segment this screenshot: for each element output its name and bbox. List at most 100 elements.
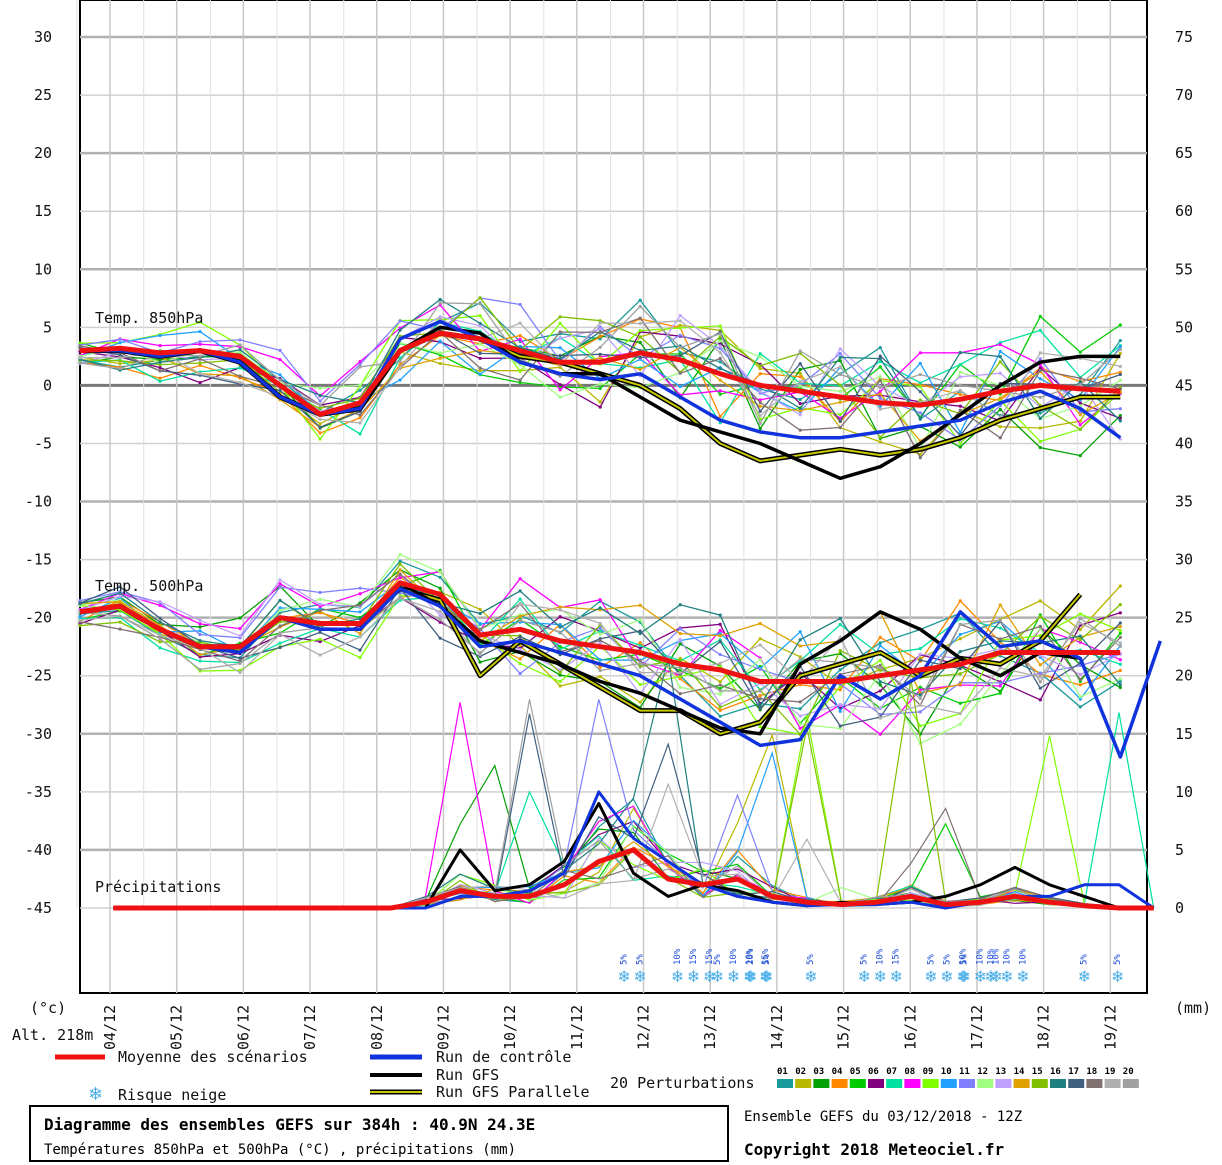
member-500-point <box>398 572 402 576</box>
member-500-point <box>78 624 82 628</box>
member-850-point <box>198 339 202 344</box>
member-850-point <box>1038 314 1042 318</box>
mean-precip <box>113 847 1154 911</box>
member-850-point <box>598 405 602 409</box>
member-500-point <box>518 577 522 581</box>
member-500-point <box>1078 628 1082 632</box>
member-850-point <box>1078 427 1082 431</box>
perturbation-swatch <box>940 1079 957 1088</box>
member-500-point <box>758 621 762 626</box>
member-850-point <box>78 344 82 348</box>
member-850-point <box>918 398 922 402</box>
member-500-point <box>438 575 442 579</box>
member-500-point <box>518 618 522 623</box>
member-850-point <box>198 363 202 367</box>
member-500-point <box>1038 624 1042 628</box>
member-500-point <box>1038 675 1042 679</box>
member-850-point <box>998 396 1002 400</box>
y-left-tick: -45 <box>25 899 52 917</box>
member-850-point <box>958 441 962 445</box>
member-850-point <box>838 359 842 363</box>
member-850-point <box>1038 416 1042 421</box>
member-850-point <box>198 330 202 334</box>
member-500-point <box>358 632 362 636</box>
member-500-point <box>878 668 882 672</box>
member-850-point <box>438 339 442 343</box>
member-500-point <box>838 684 842 689</box>
member-850-point <box>878 407 882 411</box>
perturbation-id: 12 <box>977 1067 988 1077</box>
member-500-point <box>638 618 642 622</box>
member-500-point <box>718 705 722 709</box>
member-500-point <box>1118 644 1122 649</box>
legend-control-label: Run de contrôle <box>436 1048 571 1066</box>
member-850-point <box>958 392 962 397</box>
member-850-point <box>1078 419 1082 423</box>
perturbation-id: 03 <box>813 1067 824 1077</box>
grid <box>76 0 1148 994</box>
member-850-point <box>758 414 762 418</box>
member-500-point <box>318 597 322 601</box>
member-850-point <box>518 337 522 341</box>
perturbation-id: 20 <box>1123 1067 1134 1077</box>
member-500-point <box>718 661 722 665</box>
perturbation-swatch <box>849 1079 866 1088</box>
snowflake-icon: ❄ <box>1078 967 1091 986</box>
member-500-point <box>918 703 922 707</box>
member-500-point <box>718 692 722 696</box>
member-500-point <box>318 637 322 641</box>
y-right-tick: 65 <box>1175 144 1193 162</box>
member-500-point <box>758 657 762 662</box>
member-850-point <box>1078 350 1082 354</box>
member-850-point <box>958 408 962 412</box>
perturbation-swatch <box>995 1079 1012 1088</box>
member-500-point <box>118 600 122 604</box>
snowflake-icon: ❄ <box>1111 967 1124 986</box>
member-850-point <box>478 324 482 328</box>
member-500-point <box>118 594 122 598</box>
member-850-point <box>598 356 602 360</box>
member-850-point <box>638 321 642 326</box>
member-850-point <box>238 343 242 347</box>
member-850-point <box>918 372 922 377</box>
member-850-point <box>158 360 162 364</box>
member-500-point <box>478 660 482 664</box>
legend-mean-label: Moyenne des scénarios <box>118 1048 308 1066</box>
member-850-point <box>678 354 682 358</box>
member-500-point <box>1118 631 1122 635</box>
member-850-point <box>718 392 722 396</box>
member-850-point <box>798 371 802 375</box>
snowflake-icon: ❄ <box>990 967 1003 986</box>
member-850-point <box>1038 426 1042 430</box>
member-500-point <box>278 598 282 603</box>
snowflake-icon: ❄ <box>744 967 757 986</box>
member-850-point <box>998 342 1002 347</box>
member-500-point <box>1118 685 1122 690</box>
perturbation-id: 04 <box>832 1067 843 1077</box>
member-850-point <box>998 360 1002 364</box>
member-850-point <box>398 365 402 369</box>
member-500-point <box>358 635 362 639</box>
x-tick: 12/12 <box>635 1005 653 1050</box>
member-500-point <box>598 629 602 633</box>
member-850-point <box>878 354 882 358</box>
member-500-point <box>838 724 842 728</box>
member-850-point <box>598 400 602 404</box>
y-right-tick: 0 <box>1175 899 1184 917</box>
member-850-point <box>318 399 322 403</box>
perturbation-id: 01 <box>777 1067 788 1077</box>
legend-gfs-label: Run GFS <box>436 1066 499 1084</box>
member-850-point <box>558 388 562 392</box>
member-500-point <box>278 582 282 586</box>
member-500-point <box>1118 683 1122 687</box>
member-850-point <box>838 347 842 351</box>
y-right-tick: 35 <box>1175 493 1193 511</box>
member-850-point <box>1038 351 1042 355</box>
label-temp-850: Temp. 850hPa <box>95 309 203 327</box>
member-850-point <box>438 351 442 355</box>
member-500-point <box>478 651 482 655</box>
x-tick: 17/12 <box>968 1005 986 1050</box>
member-500-point <box>958 622 962 627</box>
y-right-tick: 25 <box>1175 609 1193 627</box>
